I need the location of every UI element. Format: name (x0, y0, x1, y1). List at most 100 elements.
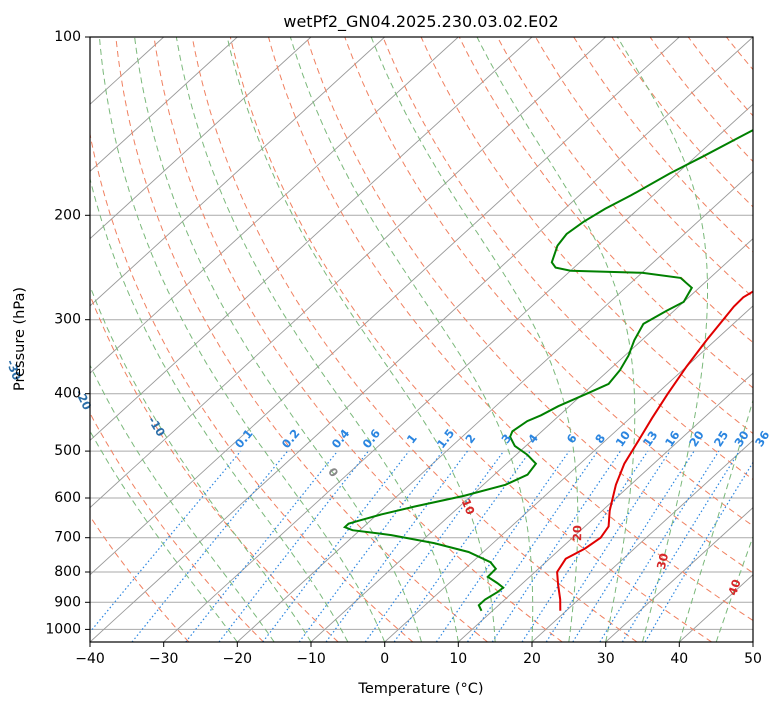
isotherm-line (605, 506, 753, 642)
mixing-ratio-line (298, 450, 444, 642)
mixing-ratio-line (262, 450, 410, 642)
mixing-ratio-line (393, 450, 531, 642)
moist-adiabat-line (289, 37, 534, 642)
isotherm-line (90, 37, 680, 576)
mixing-ratio-line (131, 450, 289, 642)
moist-adiabat-label: 10 (459, 497, 478, 517)
y-tick-label: 300 (54, 312, 81, 328)
temperature-profile (556, 290, 753, 611)
isotherm-line (90, 37, 238, 173)
dry-adiabat-line (496, 37, 753, 344)
moist-adiabat-line (90, 430, 238, 642)
mixing-ratio-line (599, 450, 720, 642)
mixing-ratio-line (185, 450, 339, 642)
dry-adiabat-line (344, 37, 753, 527)
dry-adiabat-line (458, 37, 753, 389)
chart-title: wetPf2_GN04.2025.230.03.02.E02 (283, 12, 558, 32)
mixing-ratio-label: 0.2 (279, 426, 303, 451)
moist-adiabat-line (90, 284, 312, 642)
y-tick-label: 900 (54, 594, 81, 610)
dry-adiabat-line (153, 37, 563, 642)
moist-adiabat-line (370, 37, 579, 642)
mixing-ratio-line (644, 461, 753, 642)
isotherm-line (90, 37, 753, 642)
mixing-ratio-line (467, 450, 599, 642)
y-tick-label: 800 (54, 564, 81, 580)
moist-adiabat-label: 20 (570, 525, 584, 541)
plot-frame (89, 36, 754, 643)
dry-adiabat-line (573, 37, 753, 253)
moist-adiabat-line (616, 37, 708, 642)
dry-adiabat-line (687, 37, 753, 117)
mixing-ratio-label: 16 (662, 428, 683, 449)
y-tick-label: 600 (54, 490, 81, 506)
dry-adiabat-line (229, 37, 712, 642)
dry-adiabat-line (115, 37, 488, 642)
y-axis-title: Pressure (hPa) (12, 287, 28, 391)
dry-adiabat-line (90, 515, 190, 642)
moist-adiabat-line (715, 535, 753, 642)
x-tick-label: −20 (223, 651, 253, 667)
isotherm-line (531, 439, 753, 642)
dry-adiabat-line (535, 37, 753, 298)
x-tick-label: −10 (296, 651, 326, 667)
isotherm-line (752, 641, 753, 642)
x-tick-label: −40 (75, 651, 105, 667)
mixing-ratio-label: 6 (564, 431, 580, 446)
plot-area (90, 37, 775, 642)
isotherm-line (90, 37, 607, 509)
isotherm-line (90, 37, 533, 441)
dry-adiabat-line (649, 37, 753, 163)
mixing-ratio-line (491, 450, 621, 642)
dry-adiabat-line (268, 37, 753, 622)
dry-adiabat-label: -10 (145, 414, 168, 439)
y-tick-label: 1000 (45, 621, 81, 637)
isotherm-line (163, 103, 753, 642)
y-tick-label: 200 (54, 207, 81, 223)
moist-adiabat-line (90, 364, 275, 642)
y-tick-label: 400 (54, 386, 81, 402)
mixing-ratio-label: 0.4 (329, 426, 353, 451)
x-tick-label: 40 (670, 651, 688, 667)
mixing-ratio-line (364, 450, 505, 642)
mixing-ratio-label: 25 (711, 428, 731, 449)
isotherm-line (457, 372, 753, 642)
moist-adiabat-line (98, 37, 386, 642)
dry-adiabat-line (765, 37, 775, 642)
mixing-ratio-line (572, 450, 695, 642)
moist-adiabat-line (678, 398, 753, 642)
moist-adiabat-line (476, 37, 636, 642)
mixing-ratio-line (90, 450, 242, 634)
dry-adiabat-line (726, 37, 753, 71)
axis-ticks: −40 −30 −20 −10 0 10 20 30 40 5010020030040050060… (45, 29, 762, 667)
dry-adiabat-line (90, 412, 264, 642)
mixing-ratio-label: 0.6 (359, 426, 383, 451)
mixing-ratio-line (545, 450, 671, 642)
mixing-ratio-label: 1 (404, 431, 420, 446)
x-tick-label: −30 (149, 651, 179, 667)
y-tick-label: 700 (54, 530, 81, 546)
isotherm-line (90, 37, 459, 374)
dewpoint-profile (342, 129, 753, 612)
isotherm-line (90, 37, 386, 307)
dry-adiabat-line (382, 37, 753, 481)
x-tick-label: 30 (597, 651, 615, 667)
isotherm-line (236, 170, 753, 642)
moist-adiabat-line (90, 176, 349, 642)
moist-adiabat-line (226, 37, 496, 642)
dry-adiabat-line (90, 131, 414, 642)
x-tick-label: 20 (523, 651, 541, 667)
mixing-ratio-label: 8 (592, 431, 608, 446)
x-tick-label: 10 (449, 651, 467, 667)
mixing-ratio-label: 30 (731, 428, 751, 449)
mixing-ratio-line (621, 450, 740, 642)
isotherm-line (90, 37, 312, 240)
x-axis-title: Temperature (°C) (357, 681, 483, 697)
moist-adiabat-label: 40 (725, 577, 744, 597)
moist-adiabat-label: 30 (654, 552, 671, 571)
dry-adiabat-line (306, 37, 753, 574)
mixing-ratio-line (218, 450, 369, 642)
isotherm-line (384, 305, 753, 642)
mixing-ratio-line (435, 450, 570, 642)
dry-adiabat-line (420, 37, 753, 435)
